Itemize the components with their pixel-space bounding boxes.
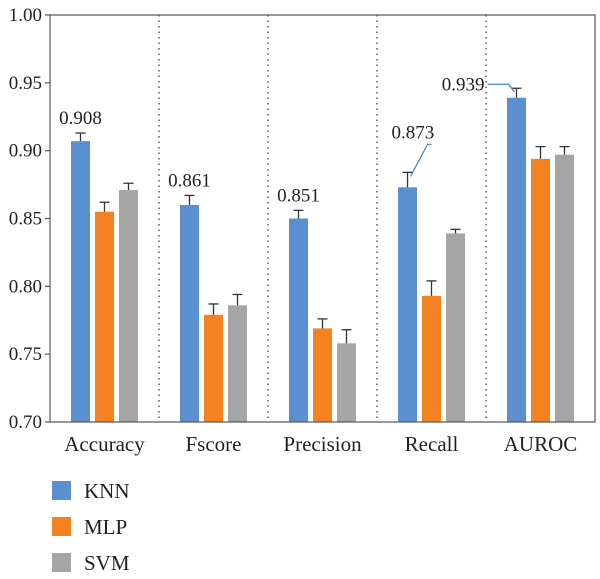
legend-label-svm: SVM — [84, 551, 130, 575]
data-label: 0.861 — [168, 170, 211, 191]
y-tick-labels: 0.70 0.75 0.80 0.85 0.90 0.95 1.00 — [9, 5, 42, 433]
legend-label-mlp: MLP — [84, 515, 127, 539]
leader-line — [487, 83, 516, 93]
y-tick-label: 0.70 — [9, 412, 42, 433]
bar-knn-precision — [289, 218, 308, 422]
bar-knn-auroc — [507, 97, 526, 423]
y-tick-label: 1.00 — [9, 5, 42, 26]
leader-line — [409, 143, 432, 177]
bar-knn-recall — [398, 187, 417, 422]
data-label: 0.908 — [59, 108, 102, 129]
x-tick-label: Recall — [405, 432, 459, 456]
bar-svm-auroc — [555, 154, 574, 422]
x-tick-label: AUROC — [504, 432, 578, 456]
legend-swatch-mlp — [52, 517, 71, 536]
x-tick-label: Accuracy — [64, 432, 145, 456]
bar-mlp-auroc — [531, 158, 550, 422]
grid-lines — [158, 15, 487, 422]
x-tick-labels: Accuracy Fscore Precision Recall AUROC — [64, 432, 577, 456]
bar-svm-precision — [337, 343, 356, 422]
error-bars — [75, 87, 570, 344]
bar-mlp-recall — [422, 295, 441, 422]
y-tick-label: 0.95 — [9, 73, 42, 94]
y-tick-label: 0.80 — [9, 276, 42, 297]
legend-swatch-knn — [52, 481, 71, 500]
data-label: 0.873 — [392, 122, 435, 143]
y-tick-label: 0.75 — [9, 344, 42, 365]
legend-swatch-svm — [52, 553, 71, 572]
bar-svm-fscore — [228, 305, 247, 422]
data-label: 0.939 — [442, 74, 485, 95]
x-tick-label: Precision — [283, 432, 362, 456]
y-tick-label: 0.90 — [9, 141, 42, 162]
bar-mlp-accuracy — [95, 211, 114, 422]
legend: KNN MLP SVM — [52, 479, 130, 575]
bar-knn-fscore — [180, 204, 199, 422]
data-label: 0.851 — [277, 185, 320, 206]
bar-svm-accuracy — [119, 190, 138, 422]
axes — [45, 14, 596, 423]
bar-mlp-precision — [313, 328, 332, 422]
y-tick-label: 0.85 — [9, 209, 42, 230]
x-tick-label: Fscore — [186, 432, 242, 456]
bar-knn-accuracy — [71, 141, 90, 423]
legend-label-knn: KNN — [84, 479, 130, 503]
data-labels: 0.908 0.861 0.851 0.873 0.939 — [59, 74, 516, 206]
bar-svm-recall — [446, 233, 465, 422]
bars — [71, 97, 574, 423]
bar-mlp-fscore — [204, 314, 223, 422]
